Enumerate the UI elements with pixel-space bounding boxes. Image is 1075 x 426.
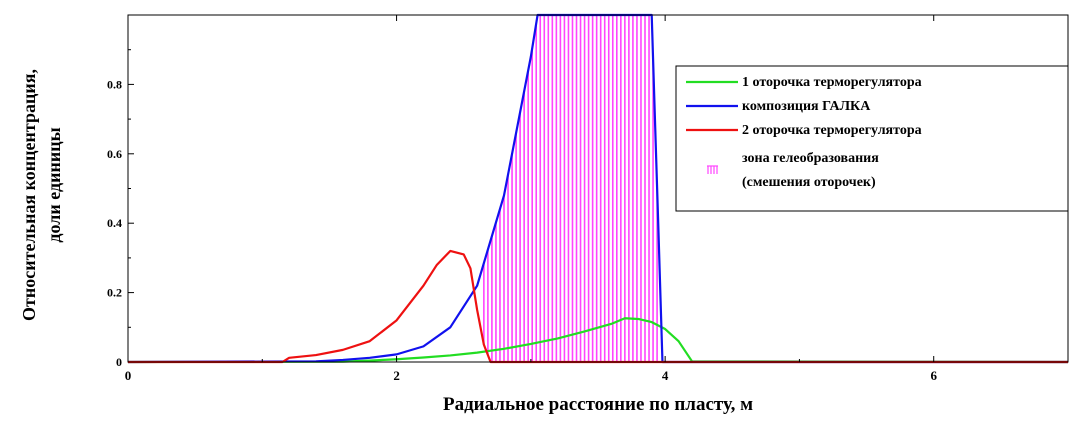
y-tick-label: 0.2 [107,286,122,300]
x-tick-label: 4 [662,368,669,383]
y-axis-label-line-2: доли единицы [44,127,64,242]
legend-label: зона гелеобразования [742,151,879,166]
legend-label: композиция ГАЛКА [742,99,871,114]
series-line [128,249,1068,364]
legend-label: 1 оторочка терморегулятора [742,75,922,90]
y-tick-label: 0.6 [107,147,122,161]
legend-box [675,65,1069,212]
y-tick-label: 0.8 [107,77,122,91]
x-tick-label: 0 [125,368,132,383]
x-tick-label: 2 [393,368,400,383]
series-line [127,317,1069,364]
x-axis-label: Радиальное расстояние по пласту, м [443,394,753,415]
y-tick-label: 0 [116,355,122,369]
gel-zone-hatch [483,15,658,362]
axis-labels: Радиальное расстояние по пласту, м Относи… [19,69,753,415]
legend-label: (смешения оторочек) [742,175,876,190]
y-tick-label: 0.4 [107,216,122,230]
series-line [127,13,1068,364]
x-tick-label: 6 [930,368,937,383]
y-axis-label-line-1: Относительная концентрация, [19,69,39,321]
legend-label: 2 оторочка терморегулятора [742,123,922,138]
legend: 1 оторочка терморегулятора композиция ГАЛ… [675,65,1069,212]
